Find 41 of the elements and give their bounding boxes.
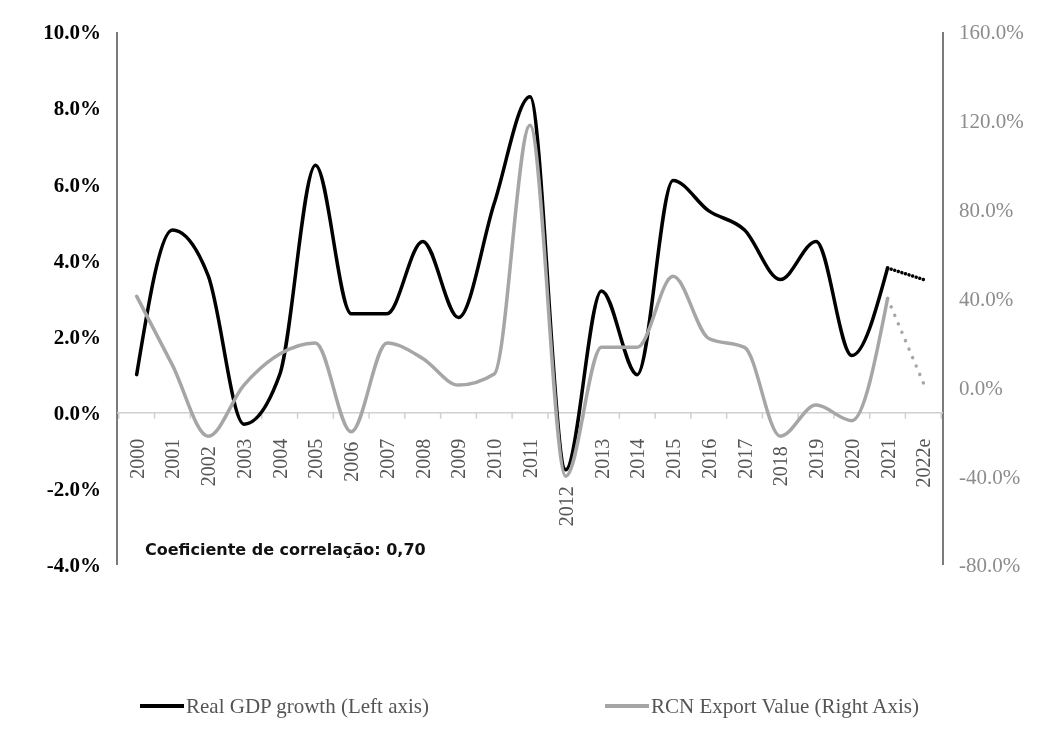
x-tick-label: 2021 [876,438,899,479]
x-tick-label: 2001 [161,438,184,479]
x-tick-label: 2015 [662,438,685,479]
x-tick-label: 2000 [125,438,148,479]
y-tick-label: 4.0% [53,248,101,273]
annotation: Coeficiente de correlação: 0,70 [145,540,426,559]
x-tick-label: 2018 [769,446,792,487]
y-tick-label: -2.0% [46,477,101,502]
y2-tick-label: 0.0% [959,375,1003,400]
x-tick-label: 2005 [304,438,327,479]
x-tick-label: 2022e [912,438,935,488]
x-tick-label: 2007 [375,438,398,479]
x-tick-label: 2003 [232,438,255,479]
legend-label: Real GDP growth (Left axis) [186,694,429,719]
x-tick-label: 2008 [411,438,434,479]
x-tick-label: 2002 [197,446,220,487]
y-tick-label: 8.0% [53,96,101,121]
y2-tick-label: -40.0% [959,464,1021,489]
x-tick-label: 2004 [268,438,291,479]
y2-tick-label: 40.0% [959,286,1014,311]
x-tick-label: 2016 [697,438,720,479]
x-tick-label: 2019 [805,438,828,479]
x-tick-label: 2013 [590,438,613,479]
y-tick-label: 6.0% [53,172,101,197]
x-tick-label: 2017 [733,438,756,479]
x-tick-label: 2010 [483,438,506,479]
y2-tick-label: 160.0% [959,20,1024,45]
y-tick-label: -4.0% [46,553,101,578]
x-tick-label: 2011 [519,438,541,478]
y-tick-label: 0.0% [53,401,101,426]
y2-tick-label: 120.0% [959,109,1024,134]
y2-tick-label: 80.0% [959,198,1014,223]
x-tick-label: 2006 [340,441,363,482]
x-tick-label: 2009 [447,438,470,479]
x-tick-label: 2012 [554,486,577,527]
y-tick-label: 2.0% [53,324,101,349]
x-tick-label: 2020 [840,438,863,479]
y-tick-label: 10.0% [43,20,101,45]
legend-label: RCN Export Value (Right Axis) [651,694,919,719]
y2-tick-label: -80.0% [959,553,1021,578]
x-tick-label: 2014 [626,438,649,479]
